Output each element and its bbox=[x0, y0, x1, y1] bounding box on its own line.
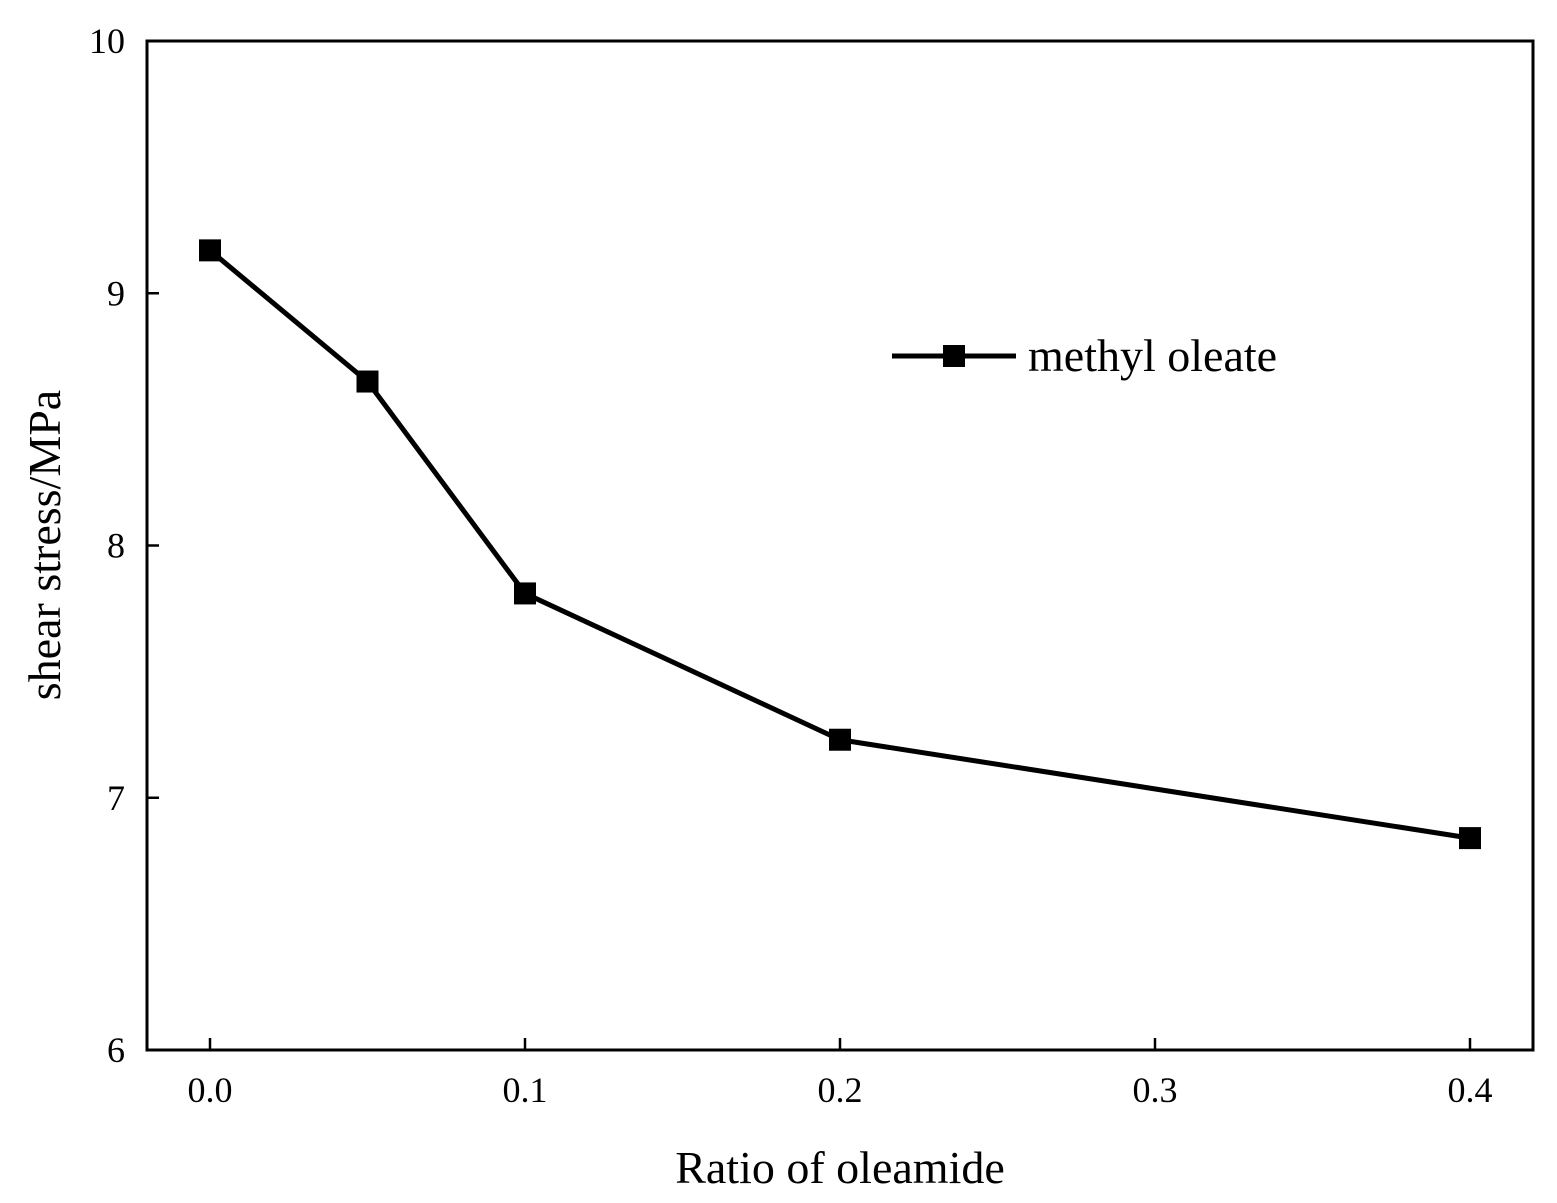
x-axis-title: Ratio of oleamide bbox=[675, 1142, 1005, 1193]
y-tick-label: 9 bbox=[107, 273, 125, 313]
legend-label: methyl oleate bbox=[1028, 330, 1277, 381]
data-point bbox=[1459, 827, 1481, 850]
y-tick-label: 7 bbox=[107, 778, 125, 818]
x-tick-label: 0.0 bbox=[188, 1070, 233, 1110]
y-axis-ticks: 6 7 8 9 10 bbox=[89, 21, 159, 1070]
x-tick-label: 0.2 bbox=[818, 1070, 863, 1110]
data-point bbox=[199, 239, 221, 262]
data-point bbox=[356, 370, 379, 393]
legend-marker bbox=[943, 345, 965, 367]
x-tick-label: 0.1 bbox=[503, 1070, 548, 1110]
data-point bbox=[829, 728, 851, 751]
legend: methyl oleate bbox=[892, 330, 1277, 381]
y-tick-label: 6 bbox=[107, 1030, 125, 1070]
y-axis-title: shear stress/MPa bbox=[19, 390, 70, 700]
series-layer bbox=[199, 239, 1481, 850]
x-axis-ticks: 0.0 0.1 0.2 0.3 0.4 bbox=[188, 1038, 1493, 1110]
data-point bbox=[514, 582, 536, 605]
x-tick-label: 0.4 bbox=[1448, 1070, 1493, 1110]
x-tick-label: 0.3 bbox=[1133, 1070, 1178, 1110]
y-tick-label: 8 bbox=[107, 526, 125, 566]
y-tick-label: 10 bbox=[89, 21, 125, 61]
plot-frame bbox=[145, 39, 1535, 1052]
